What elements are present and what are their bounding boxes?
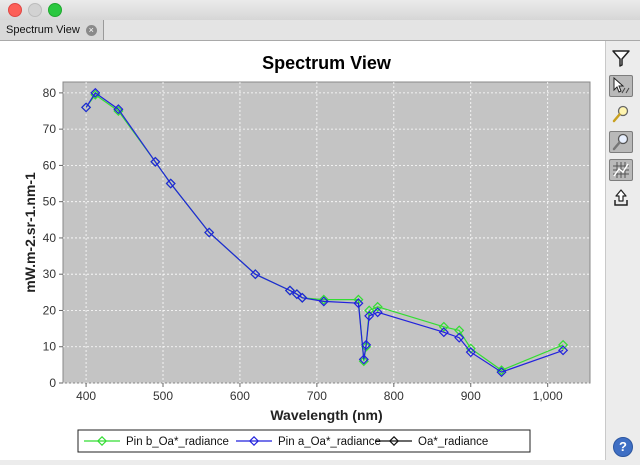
series-0-point [90,89,101,100]
series-1-point [113,104,124,115]
series-1-point [465,347,476,358]
series-0-point [361,341,372,352]
series-1-point [372,307,383,318]
y-tick-label: 50 [43,195,57,209]
zoom-region-icon [612,133,629,151]
y-tick-label: 70 [43,122,57,136]
series-1-point [297,292,308,303]
series-1-point [150,156,161,167]
series-1-point [291,289,302,300]
chart-toolbar: ? [606,41,640,460]
series-1-point [364,310,375,321]
legend-label-0: Pin b_Oa*_radiance [126,436,229,448]
y-tick-label: 60 [43,158,57,172]
y-tick-label: 30 [43,267,57,281]
legend-box [77,429,531,453]
spectrum-chart: Spectrum View 0 10 20 30 40 50 60 70 80 400 500 600 7… [22,53,591,453]
series-1-point [558,345,569,356]
x-tick-label: 600 [230,389,250,403]
pointer-select-icon [613,76,630,94]
y-tick-label: 0 [49,376,56,390]
tab-bar: Spectrum View × [0,20,640,41]
x-tick-label: 900 [461,389,481,403]
x-tick-label: 400 [76,389,96,403]
close-icon[interactable]: × [85,24,97,36]
plot-area [62,81,591,384]
series-0-point [372,301,383,312]
series-0-point [496,365,507,376]
series-1-point [496,367,507,378]
zoom-button[interactable] [609,103,633,125]
legend-marker-2 [388,435,400,447]
legend-marker-0 [96,435,108,447]
tab-spectrum-view[interactable]: Spectrum View × [0,20,104,40]
filter-button[interactable] [609,47,633,69]
export-icon [614,189,628,206]
legend-label-1: Pin a_Oa*_radiance [278,436,381,448]
series-0-point [358,356,369,367]
series-1-point [90,87,101,98]
y-axis-label: mW.m-2.sr-1.nm-1 [22,172,38,293]
series-1-point [353,298,364,309]
y-tick-label: 80 [43,86,57,100]
series-0-point [558,339,569,350]
help-button[interactable]: ? [613,437,633,457]
x-tick-label: 500 [153,389,173,403]
series-1-point [165,178,176,189]
series-1-point [81,102,92,113]
x-axis-label: Wavelength (nm) [270,407,382,423]
legend-marker-1 [248,435,260,447]
x-tick-label: 1,000 [533,389,563,403]
series-0-point [454,325,465,336]
legend-label-2: Oa*_radiance [418,436,488,448]
tab-label: Spectrum View [6,24,80,36]
chart-title: Spectrum View [262,53,392,73]
y-tick-label: 20 [43,303,57,317]
window-titlebar [0,0,640,21]
series-1-point [284,285,296,296]
export-button[interactable] [609,187,633,209]
zoom-region-button[interactable] [609,131,633,153]
filter-icon [612,50,630,67]
series-0-point [438,321,449,332]
close-window-button[interactable] [8,3,22,17]
y-tick-label: 40 [43,231,57,245]
series-0-point [364,305,375,316]
chart-panel: Spectrum View 0 10 20 30 40 50 60 70 80 400 500 600 7… [0,41,606,460]
pointer-select-button[interactable] [609,75,633,97]
minimize-window-button[interactable] [28,3,42,17]
series-0-point [113,105,124,117]
series-1-point [318,296,329,307]
series-0-point [318,294,329,305]
zoom-icon [612,105,629,123]
x-tick-label: 700 [307,389,327,403]
grid-button[interactable] [609,159,633,181]
series-line-1 [85,92,564,373]
series-1-point [361,339,372,350]
series-1-point [250,269,261,280]
series-1-point [454,332,465,343]
series-1-point [358,354,369,365]
y-tick-label: 10 [43,340,57,354]
series-1-point [438,327,449,338]
series-1-point [204,227,215,238]
x-tick-label: 800 [384,389,404,403]
zoom-window-button[interactable] [48,3,62,17]
grid-icon [613,162,629,178]
